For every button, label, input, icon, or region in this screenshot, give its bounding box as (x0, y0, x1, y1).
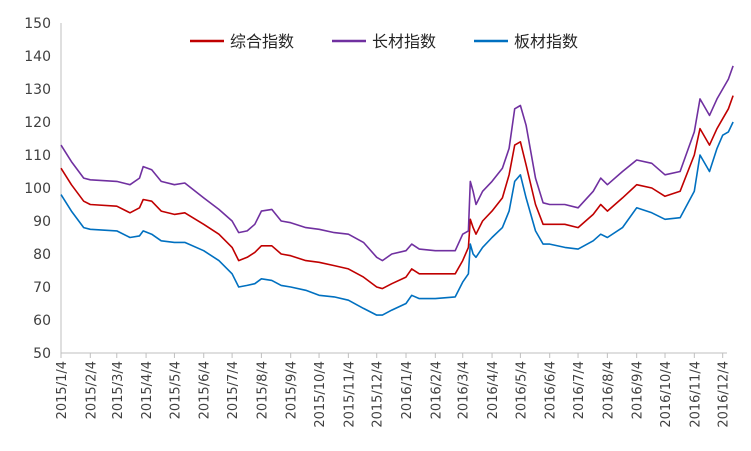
x-tick-label: 2015/4/4 (140, 361, 155, 419)
x-tick-label: 2016/6/4 (544, 361, 559, 419)
x-tick-label: 2015/8/4 (255, 361, 270, 419)
series-line (60, 95, 734, 290)
y-tick-label: 120 (24, 115, 51, 131)
x-tick-label: 2016/4/4 (486, 361, 501, 419)
y-tick-label: 110 (24, 148, 51, 164)
x-tick-label: 2016/11/4 (688, 361, 703, 428)
x-tick-label: 2015/2/4 (84, 361, 99, 419)
x-tick-label: 2015/9/4 (285, 361, 300, 419)
x-tick-label: 2016/2/4 (429, 361, 444, 419)
x-tick-label: 2016/10/4 (659, 361, 674, 428)
x-tick-label: 2016/5/4 (514, 361, 529, 419)
x-tick-label: 2015/3/4 (111, 361, 126, 419)
legend-label: 长材指数 (372, 32, 436, 51)
x-tick-label: 2015/7/4 (226, 361, 241, 419)
y-axis: 50 60 70 80 90 100 110 120 130 140 150 (24, 16, 62, 362)
legend-label: 板材指数 (514, 32, 578, 51)
x-tick-label: 2016/12/4 (717, 361, 732, 428)
x-axis: 2015/1/4 2015/2/4 2015/3/4 2015/4/4 2015/5/4… (55, 352, 732, 428)
series-line (60, 65, 734, 262)
legend-label: 综合指数 (230, 32, 294, 51)
y-tick-label: 70 (33, 280, 51, 296)
legend: 综合指数 长材指数 板材指数 (190, 32, 578, 51)
x-tick-label: 2015/11/4 (342, 361, 357, 428)
x-tick-label: 2016/8/4 (601, 361, 616, 419)
y-tick-label: 50 (33, 346, 51, 362)
x-tick-label: 2015/6/4 (198, 361, 213, 419)
y-tick-label: 100 (24, 181, 51, 197)
y-tick-label: 130 (24, 82, 51, 98)
y-tick-label: 80 (33, 247, 51, 263)
series-lines (60, 65, 734, 316)
x-tick-label: 2016/3/4 (457, 361, 472, 419)
series-line (60, 121, 734, 316)
x-tick-label: 2016/1/4 (400, 361, 415, 419)
x-tick-label: 2015/10/4 (313, 361, 328, 428)
y-tick-label: 60 (33, 313, 51, 329)
x-tick-label: 2016/9/4 (631, 361, 646, 419)
x-tick-label: 2015/5/4 (168, 361, 183, 419)
y-tick-label: 90 (33, 214, 51, 230)
y-tick-label: 140 (24, 49, 51, 65)
y-tick-label: 150 (24, 16, 51, 32)
x-tick-label: 2015/1/4 (55, 361, 70, 419)
x-tick-label: 2016/7/4 (572, 361, 587, 419)
x-tick-label: 2015/12/4 (371, 361, 386, 428)
